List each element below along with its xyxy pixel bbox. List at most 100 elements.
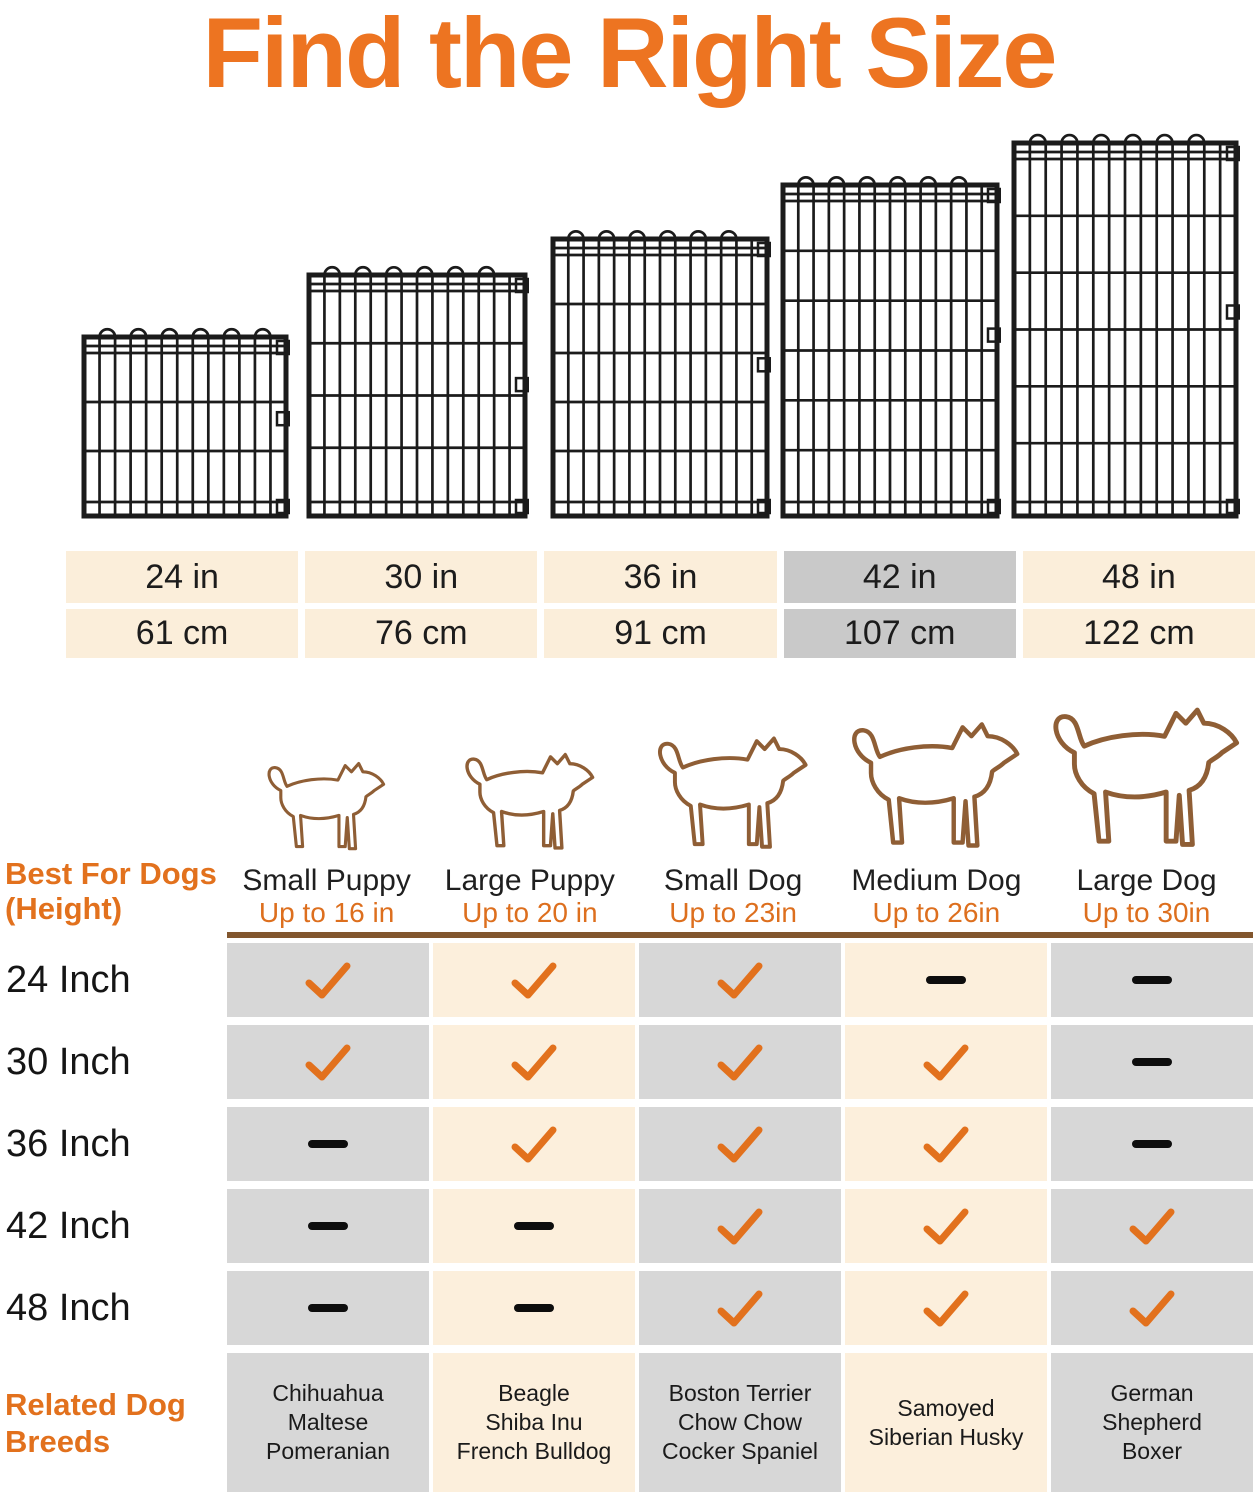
- wire-panel-48in-icon: [1010, 130, 1241, 525]
- dog-size-name: Medium Dog: [851, 864, 1022, 897]
- matrix-cell-2-0-dash: [227, 1107, 429, 1181]
- dash-icon: [514, 1222, 554, 1230]
- matrix-cell-1-0-check: [227, 1025, 429, 1099]
- check-icon: [1129, 1290, 1175, 1327]
- matrix-cell-3-2-check: [639, 1189, 841, 1263]
- matrix-cell-0-2-check: [639, 943, 841, 1017]
- wire-panel-42in-icon: [779, 172, 1002, 525]
- check-icon: [717, 962, 763, 999]
- breeds-cell-2: Boston Terrier Chow Chow Cocker Spaniel: [639, 1353, 841, 1492]
- page-title: Find the Right Size: [202, 0, 1058, 108]
- matrix-row-label: 30 Inch: [6, 1041, 131, 1083]
- breed-names: Boston Terrier Chow Chow Cocker Spaniel: [662, 1380, 818, 1464]
- size-cell-inches-0: 24 in: [66, 551, 299, 603]
- check-icon: [511, 1126, 557, 1163]
- dash-icon: [308, 1304, 348, 1312]
- dog-size-height: Up to 23in: [669, 897, 797, 928]
- small-puppy-dog-icon: [267, 761, 386, 851]
- matrix-cell-4-4-check: [1051, 1271, 1253, 1345]
- dash-icon: [1132, 1058, 1172, 1066]
- matrix-cell-2-3-check: [845, 1107, 1047, 1181]
- size-cell-inches-4: 48 in: [1022, 551, 1255, 603]
- breeds-cell-0: Chihuahua Maltese Pomeranian: [227, 1353, 429, 1492]
- breeds-cell-1: Beagle Shiba Inu French Bulldog: [433, 1353, 635, 1492]
- matrix-cell-0-1-check: [433, 943, 635, 1017]
- matrix-cell-2-2-check: [639, 1107, 841, 1181]
- dash-icon: [514, 1304, 554, 1312]
- check-icon: [511, 962, 557, 999]
- matrix-row-label: 42 Inch: [6, 1205, 131, 1247]
- matrix-row-48-inch: 48 Inch: [0, 1271, 1253, 1345]
- matrix-cell-3-3-check: [845, 1189, 1047, 1263]
- check-icon: [305, 1044, 351, 1081]
- matrix-cell-1-3-check: [845, 1025, 1047, 1099]
- matrix-cell-3-1-dash: [433, 1189, 635, 1263]
- matrix-row-label: 36 Inch: [6, 1123, 131, 1165]
- size-cell-inches-1: 30 in: [305, 551, 538, 603]
- check-icon: [717, 1126, 763, 1163]
- matrix-cell-4-0-dash: [227, 1271, 429, 1345]
- dog-column-1: Large Puppy Up to 20 in: [430, 686, 629, 928]
- check-icon: [717, 1044, 763, 1081]
- check-icon: [923, 1290, 969, 1327]
- dog-column-0: Small Puppy Up to 16 in: [227, 686, 426, 928]
- dog-size-height: Up to 26in: [872, 897, 1001, 928]
- dog-column-3: Medium Dog Up to 26in: [837, 686, 1036, 928]
- size-cell-cm-1: 76 cm: [305, 609, 538, 658]
- size-cell-inches-2: 36 in: [544, 551, 777, 603]
- breed-names: German Shepherd Boxer: [1102, 1380, 1202, 1464]
- dog-size-name: Small Dog: [663, 864, 803, 897]
- breeds-cell-3: Samoyed Siberian Husky: [845, 1353, 1047, 1492]
- matrix-cell-0-0-check: [227, 943, 429, 1017]
- wire-panel-36in-icon: [549, 226, 772, 525]
- dog-size-height: Up to 20 in: [462, 897, 598, 928]
- medium-dog-icon: [852, 722, 1020, 848]
- check-icon: [923, 1044, 969, 1081]
- dash-icon: [926, 976, 966, 984]
- check-icon: [1129, 1208, 1175, 1245]
- related-dog-breeds-label: Related Dog Breeds: [5, 1387, 186, 1459]
- dog-size-name: Small Puppy: [242, 864, 411, 897]
- check-icon: [923, 1208, 969, 1245]
- size-cell-inches-3: 42 in: [783, 551, 1016, 603]
- matrix-cell-4-1-dash: [433, 1271, 635, 1345]
- wire-panel-30in-icon: [305, 262, 530, 525]
- size-table: 24 in 30 in 36 in 42 in 48 in 61 cm 76 cm 91 cm…: [66, 551, 1255, 658]
- dash-icon: [308, 1140, 348, 1148]
- matrix-cell-0-3-dash: [845, 943, 1047, 1017]
- check-icon: [305, 962, 351, 999]
- breed-names: Samoyed Siberian Husky: [868, 1394, 1024, 1450]
- matrix-row-label: 48 Inch: [6, 1287, 131, 1329]
- matrix-cell-4-2-check: [639, 1271, 841, 1345]
- matrix-cell-3-0-dash: [227, 1189, 429, 1263]
- dog-size-height: Up to 16 in: [258, 897, 395, 928]
- breeds-cell-4: German Shepherd Boxer: [1051, 1353, 1253, 1492]
- dog-size-header-row: Small Puppy Up to 16 in Large Puppy Up to 2…: [227, 686, 1253, 928]
- breed-names: Chihuahua Maltese Pomeranian: [265, 1380, 391, 1464]
- matrix-cell-2-4-dash: [1051, 1107, 1253, 1181]
- check-icon: [717, 1208, 763, 1245]
- large-puppy-dog-icon: [465, 752, 595, 850]
- dash-icon: [1132, 976, 1172, 984]
- check-icon: [717, 1290, 763, 1327]
- matrix-cell-4-3-check: [845, 1271, 1047, 1345]
- matrix-cell-1-4-dash: [1051, 1025, 1253, 1099]
- dash-icon: [308, 1222, 348, 1230]
- matrix-cell-1-2-check: [639, 1025, 841, 1099]
- dog-column-2: Small Dog Up to 23in: [634, 686, 833, 928]
- size-cell-cm-3: 107 cm: [783, 609, 1016, 658]
- matrix-cell-1-1-check: [433, 1025, 635, 1099]
- best-for-dogs-label: Best For Dogs (Height): [5, 856, 217, 926]
- matrix-row-30-inch: 30 Inch: [0, 1025, 1253, 1099]
- matrix-row-42-inch: 42 Inch: [0, 1189, 1253, 1263]
- matrix-cell-2-1-check: [433, 1107, 635, 1181]
- dog-size-name: Large Dog: [1076, 864, 1217, 897]
- dash-icon: [1132, 1140, 1172, 1148]
- matrix-cell-0-4-dash: [1051, 943, 1253, 1017]
- dog-column-4: Large Dog Up to 30in: [1040, 686, 1253, 928]
- size-cell-cm-4: 122 cm: [1022, 609, 1255, 658]
- matrix-row-label: 24 Inch: [6, 959, 131, 1001]
- dog-size-height: Up to 30in: [1082, 897, 1211, 928]
- wire-panel-24in-icon: [80, 324, 291, 525]
- matrix-row-36-inch: 36 Inch: [0, 1107, 1253, 1181]
